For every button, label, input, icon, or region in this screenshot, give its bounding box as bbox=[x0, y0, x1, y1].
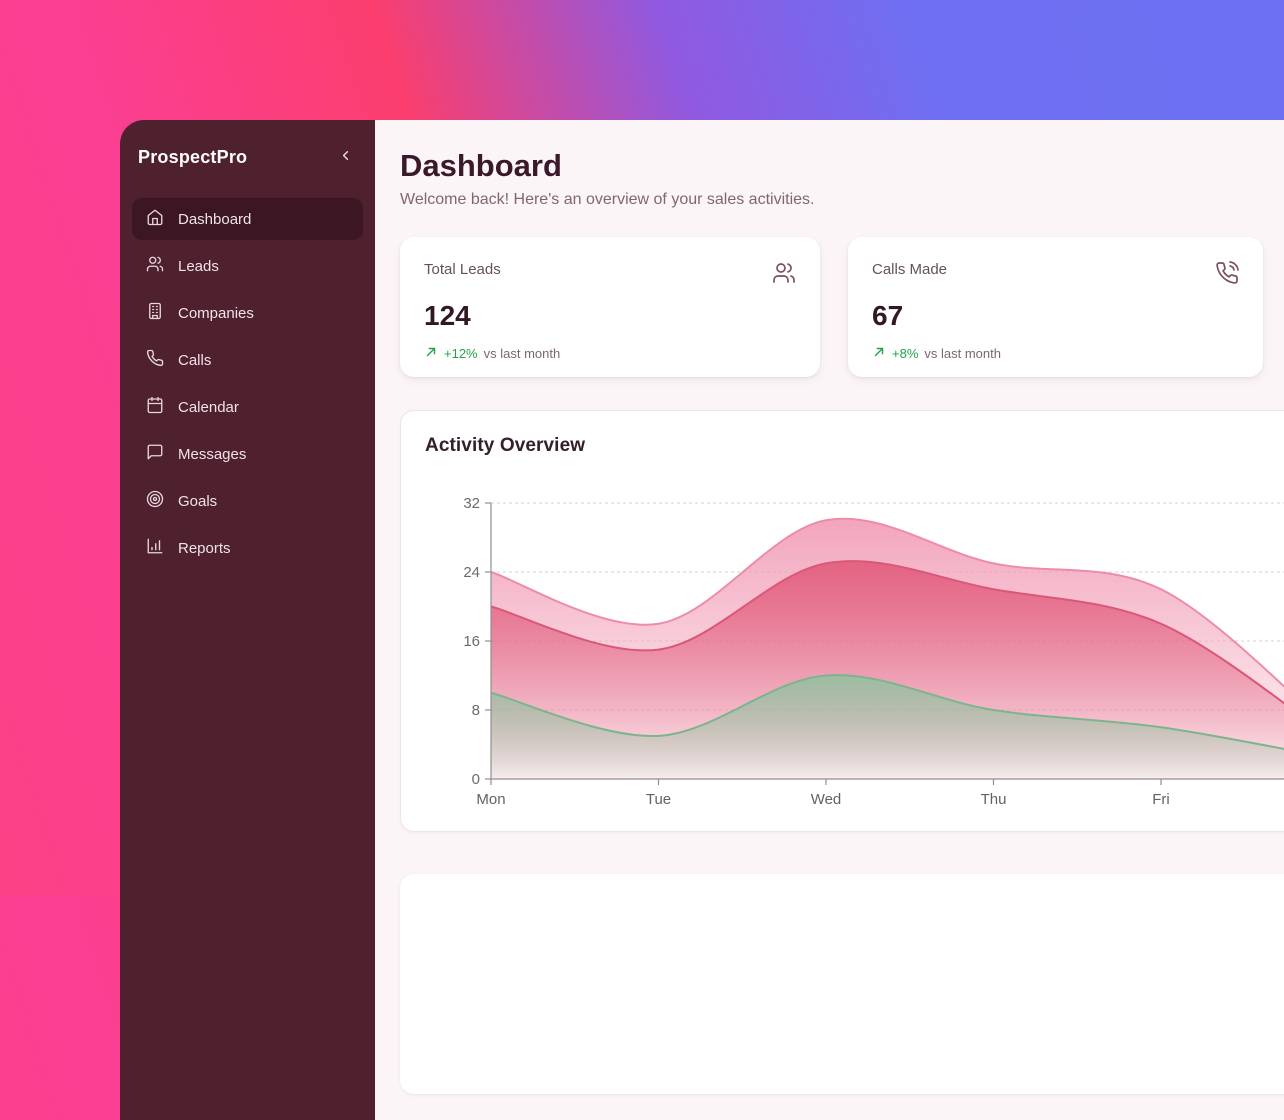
stat-label: Total Leads bbox=[424, 260, 501, 278]
phone-icon bbox=[146, 349, 164, 371]
svg-text:Thu: Thu bbox=[981, 791, 1007, 808]
stat-label: Calls Made bbox=[872, 260, 948, 278]
main-content: Dashboard Welcome back! Here's an overvi… bbox=[375, 120, 1284, 1120]
sidebar-item-messages[interactable]: Messages bbox=[132, 433, 363, 475]
building-icon bbox=[146, 302, 164, 324]
sidebar-item-dashboard[interactable]: Dashboard bbox=[132, 198, 363, 240]
sidebar-item-label: Companies bbox=[178, 304, 254, 322]
sidebar-item-reports[interactable]: Reports bbox=[132, 527, 363, 569]
sidebar-item-label: Goals bbox=[178, 492, 218, 510]
sidebar-item-label: Messages bbox=[178, 445, 247, 463]
page-subtitle: Welcome back! Here's an overview of your… bbox=[400, 190, 815, 208]
sidebar-item-label: Calendar bbox=[178, 398, 239, 416]
sidebar-collapse-button[interactable] bbox=[334, 144, 357, 170]
stats-row: Total Leads 124 +12% vs last month Calls… bbox=[400, 236, 1284, 377]
users-icon bbox=[146, 255, 164, 277]
chevron-left-icon bbox=[338, 148, 353, 166]
home-icon bbox=[146, 208, 164, 230]
trend-up-icon bbox=[424, 345, 438, 362]
stat-card-calls-made: Calls Made 67 +8% vs last month bbox=[848, 236, 1263, 377]
sidebar-item-label: Dashboard bbox=[178, 210, 252, 228]
sidebar-item-leads[interactable]: Leads bbox=[132, 245, 363, 287]
stat-trend: +12% bbox=[444, 345, 478, 361]
sidebar-nav: Dashboard Leads Companies Calls Calendar… bbox=[132, 198, 363, 574]
svg-text:8: 8 bbox=[472, 702, 480, 719]
svg-text:24: 24 bbox=[463, 564, 480, 581]
svg-text:Tue: Tue bbox=[646, 791, 671, 808]
stat-value: 124 bbox=[424, 299, 471, 331]
sidebar-item-calendar[interactable]: Calendar bbox=[132, 386, 363, 428]
partially-visible-card bbox=[400, 873, 1284, 1094]
sidebar-item-goals[interactable]: Goals bbox=[132, 480, 363, 522]
sidebar: ProspectPro Dashboard Leads Companies bbox=[120, 120, 375, 1120]
sidebar-item-companies[interactable]: Companies bbox=[132, 292, 363, 334]
sidebar-item-label: Leads bbox=[178, 257, 219, 275]
activity-overview-card: Activity Overview 0 8 16 24 32 Mon Tue Wed Thu Fr… bbox=[400, 409, 1284, 832]
stat-value: 67 bbox=[872, 299, 904, 331]
area-chart: 0 8 16 24 32 Mon Tue Wed Thu Fri bbox=[463, 495, 1284, 808]
users-icon bbox=[772, 261, 796, 290]
bar-chart-icon bbox=[146, 537, 164, 559]
sidebar-item-label: Calls bbox=[178, 351, 212, 369]
target-icon bbox=[146, 490, 164, 512]
stat-trend: +8% bbox=[892, 345, 919, 361]
activity-chart: 0 8 16 24 32 Mon Tue Wed Thu Fri bbox=[425, 471, 1284, 816]
svg-text:32: 32 bbox=[463, 495, 480, 512]
stat-card-total-leads: Total Leads 124 +12% vs last month bbox=[400, 236, 820, 377]
stat-trend-suffix: vs last month bbox=[924, 345, 1001, 361]
app-logo: ProspectPro bbox=[138, 146, 248, 167]
trend-up-icon bbox=[872, 345, 886, 362]
svg-text:Mon: Mon bbox=[476, 791, 505, 808]
sidebar-item-calls[interactable]: Calls bbox=[132, 339, 363, 381]
svg-text:Fri: Fri bbox=[1152, 791, 1170, 808]
svg-text:16: 16 bbox=[463, 633, 480, 650]
chart-title: Activity Overview bbox=[425, 434, 586, 456]
message-square-icon bbox=[146, 443, 164, 465]
stat-trend-suffix: vs last month bbox=[483, 345, 561, 361]
phone-call-icon bbox=[1215, 260, 1239, 290]
app-window: ProspectPro Dashboard Leads Companies bbox=[120, 120, 1284, 1120]
svg-text:0: 0 bbox=[472, 771, 480, 788]
calendar-icon bbox=[146, 396, 164, 418]
page-title: Dashboard bbox=[400, 148, 562, 183]
sidebar-header: ProspectPro bbox=[132, 144, 363, 170]
svg-text:Wed: Wed bbox=[811, 791, 842, 808]
sidebar-item-label: Reports bbox=[178, 539, 231, 557]
